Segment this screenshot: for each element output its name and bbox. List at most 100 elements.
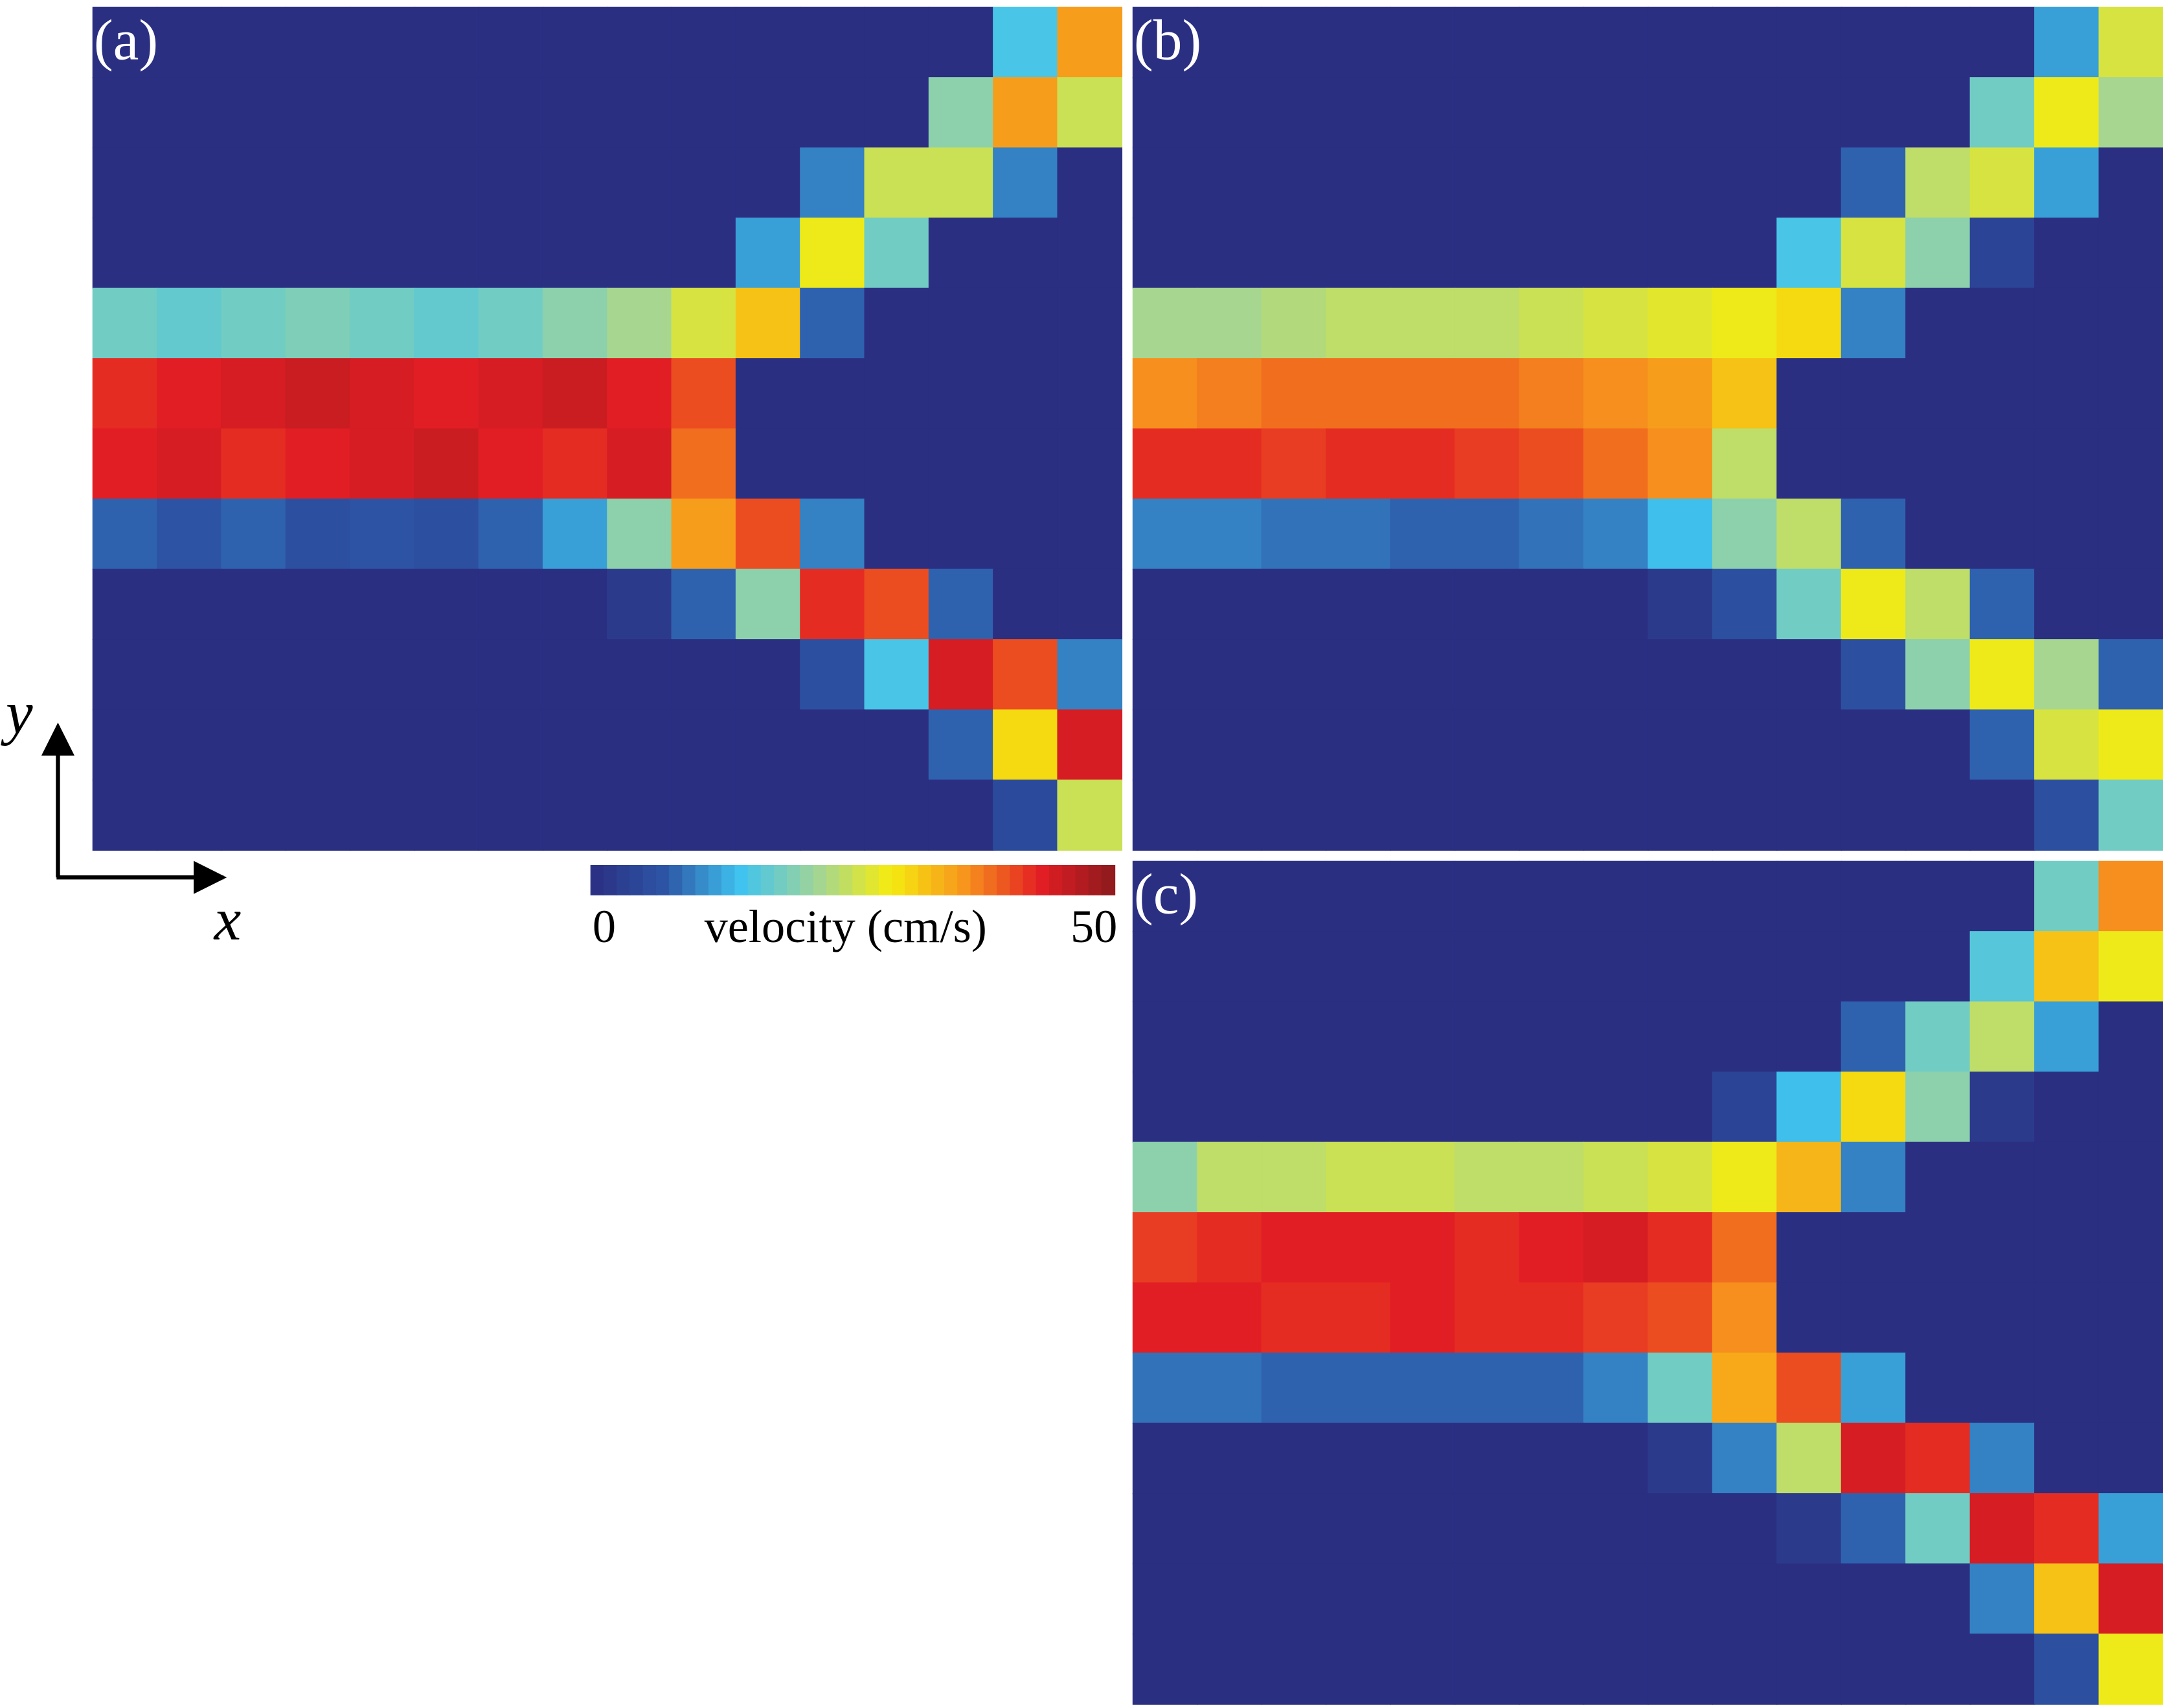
heat-cell [1583,1001,1649,1073]
heat-cell [1455,1353,1520,1424]
heat-cell [478,77,544,148]
colorbar-cell [1010,865,1024,895]
heat-cell [1326,1001,1391,1073]
heat-cell [864,568,930,640]
heat-cell [1905,931,1971,1002]
heat-cell [1905,1422,1971,1494]
heat-cell [864,428,930,500]
colorbar-cell [1048,865,1063,895]
heat-cell [1840,1141,1907,1213]
heat-cell [1455,931,1520,1002]
heat-cell [928,568,994,640]
heat-cell [671,287,737,359]
heat-cell [1057,428,1123,500]
heat-cell [542,147,608,219]
heat-cell [1648,568,1714,640]
heat-cell [414,428,479,500]
heat-cell [1583,931,1649,1002]
heat-cell [1519,6,1585,78]
heat-cell [1519,1072,1585,1143]
heat-cell [1057,218,1123,289]
heat-cell [1969,6,2035,78]
heat-cell [1132,709,1198,781]
heat-cell [1776,499,1842,570]
heat-cell [1712,1141,1778,1213]
heat-cell [1132,1212,1198,1283]
heat-cell [1648,780,1714,851]
heat-cell [414,499,479,570]
heat-cell [1326,1072,1391,1143]
heat-cell [1583,780,1649,851]
heat-cell [800,147,865,219]
heat-cell [1969,1212,2035,1283]
heat-cell [800,499,865,570]
heat-cell [1519,860,1585,932]
heat-cell [1326,1563,1391,1635]
heat-cell [414,568,479,640]
heat-cell [478,6,544,78]
heat-cell [1648,1422,1714,1494]
heat-cell [2098,358,2163,429]
heat-cell [1390,358,1456,429]
heat-cell [349,568,415,640]
heat-cell [1326,499,1391,570]
heat-cell [864,709,930,781]
heat-cell [1712,1353,1778,1424]
heat-cell [1519,709,1585,781]
heat-cell [1261,1001,1327,1073]
heat-cell [1840,1072,1907,1143]
heat-cell [1905,1001,1971,1073]
heat-cell [800,218,865,289]
heat-cell [1390,860,1456,932]
heat-cell [1197,1001,1262,1073]
heat-cell [1261,639,1327,710]
heat-cell [1905,77,1971,148]
colorbar-cell [892,865,906,895]
heat-cell [1057,568,1123,640]
heat-cell [1712,428,1778,500]
heat-cell [285,6,351,78]
heat-cell [1326,6,1391,78]
heat-cell [928,709,994,781]
heat-cell [1519,1422,1585,1494]
heat-cell [1519,1493,1585,1564]
heat-cell [1648,147,1714,219]
heat-cell [607,428,672,500]
heat-cell [1776,6,1842,78]
heat-cell [92,287,158,359]
heat-cell [2034,1212,2100,1283]
heat-cell [671,218,737,289]
heat-cell [1132,639,1198,710]
heat-cell [1969,1422,2035,1494]
colorbar-cell [603,865,618,895]
heat-cell [864,287,930,359]
heat-cell [542,287,608,359]
heat-cell [1969,287,2035,359]
colorbar-cell [970,865,984,895]
heat-cell [349,287,415,359]
colorbar-cell [826,865,841,895]
heat-cell [735,428,801,500]
heat-cell [671,709,737,781]
heat-cell [1905,147,1971,219]
heat-cell [1648,287,1714,359]
heat-cell [1648,860,1714,932]
heat-cell [1840,1422,1907,1494]
heat-cell [2034,780,2100,851]
heat-cell [864,499,930,570]
heat-cell [1455,358,1520,429]
heat-cell [864,6,930,78]
heat-cell [993,499,1058,570]
heat-cell [1390,709,1456,781]
heat-cell [1519,931,1585,1002]
heat-cell [1132,931,1198,1002]
heat-cell [1261,358,1327,429]
heat-cell [1132,1001,1198,1073]
heat-cell [1840,218,1907,289]
heat-cell [285,780,351,851]
heat-cell [1583,218,1649,289]
heat-cell [671,639,737,710]
heat-cell [1326,568,1391,640]
heat-cell [607,77,672,148]
heat-cell [2034,428,2100,500]
